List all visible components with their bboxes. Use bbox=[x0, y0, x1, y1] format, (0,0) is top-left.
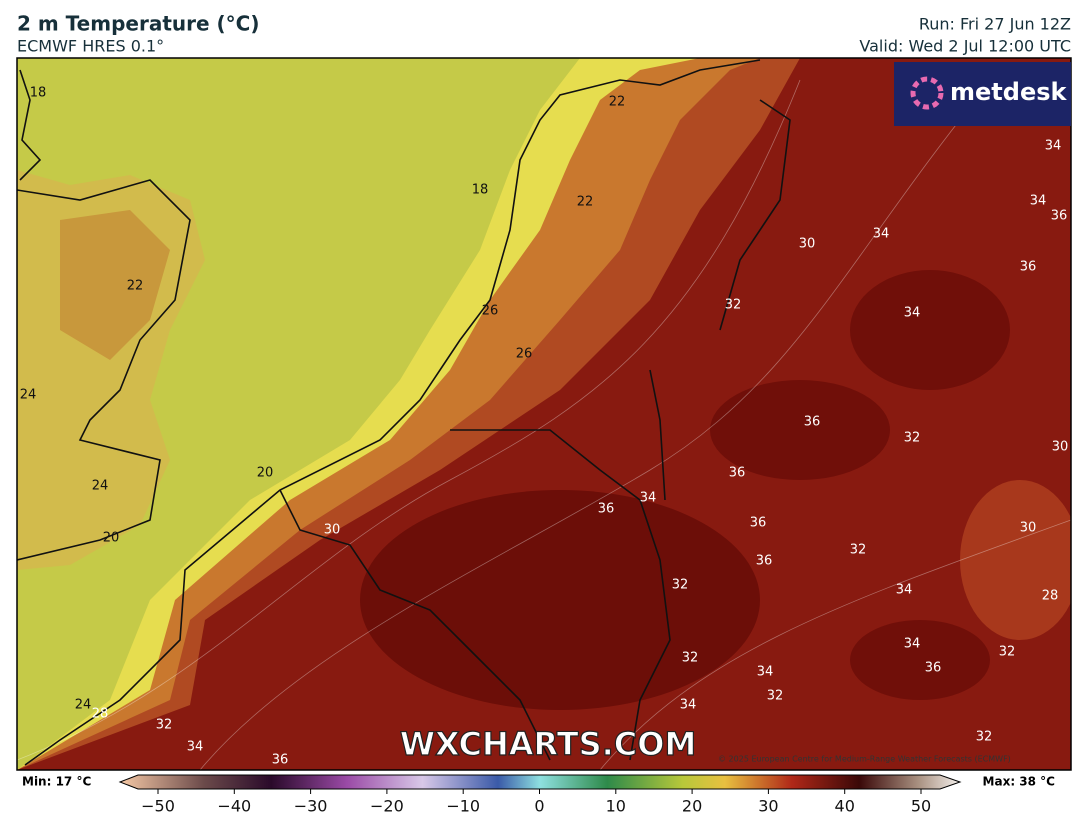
colorbar-tick-label: 50 bbox=[911, 797, 931, 816]
contour-label: 32 bbox=[767, 689, 784, 704]
contour-label: 36 bbox=[925, 661, 942, 676]
contour-label: 36 bbox=[729, 466, 746, 481]
contour-label: 36 bbox=[1020, 260, 1037, 275]
contour-label: 30 bbox=[324, 523, 341, 538]
colorbar-tick-label: −10 bbox=[446, 797, 480, 816]
colorbar-tick-label: −20 bbox=[370, 797, 404, 816]
contour-label: 24 bbox=[75, 698, 92, 713]
contour-label: 32 bbox=[999, 645, 1016, 660]
title: 2 m Temperature (°C) bbox=[17, 12, 259, 36]
colorbar-scale bbox=[118, 774, 962, 790]
contour-label: 34 bbox=[1030, 194, 1047, 209]
contour-label: 34 bbox=[680, 698, 697, 713]
colorbar-tick-label: 10 bbox=[606, 797, 626, 816]
contour-label: 22 bbox=[577, 195, 594, 210]
copyright: © 2025 European Centre for Medium-Range … bbox=[718, 755, 1011, 764]
contour-label: 22 bbox=[609, 95, 626, 110]
map bbox=[17, 58, 1071, 770]
subtitle: ECMWF HRES 0.1° bbox=[17, 37, 164, 56]
contour-label: 32 bbox=[156, 718, 173, 733]
contour-label: 22 bbox=[127, 279, 144, 294]
contour-label: 18 bbox=[472, 183, 489, 198]
contour-label: 30 bbox=[1052, 440, 1069, 455]
colorbar: Min: 17 °C Max: 38 °C bbox=[22, 774, 1056, 790]
run-time: Run: Fri 27 Jun 12Z bbox=[919, 15, 1071, 34]
contour-label: 34 bbox=[904, 637, 921, 652]
watermark: WXCHARTS.COM bbox=[400, 725, 697, 763]
contour-label: 30 bbox=[799, 237, 816, 252]
contour-label: 32 bbox=[850, 543, 867, 558]
contour-label: 36 bbox=[272, 753, 289, 768]
contour-label: 20 bbox=[103, 531, 120, 546]
contour-label: 36 bbox=[750, 516, 767, 531]
contour-label: 34 bbox=[896, 583, 913, 598]
valid-time: Valid: Wed 2 Jul 12:00 UTC bbox=[859, 37, 1071, 56]
contour-label: 36 bbox=[598, 502, 615, 517]
colorbar-tick-label: −30 bbox=[294, 797, 328, 816]
contour-label: 24 bbox=[92, 479, 109, 494]
contour-label: 32 bbox=[725, 298, 742, 313]
colorbar-tick-label: 0 bbox=[534, 797, 544, 816]
contour-label: 24 bbox=[20, 388, 37, 403]
contour-label: 36 bbox=[1051, 209, 1068, 224]
contour-label: 26 bbox=[516, 347, 533, 362]
min-label: Min: 17 °C bbox=[22, 775, 91, 789]
contour-label: 32 bbox=[672, 578, 689, 593]
contour-label: 34 bbox=[904, 306, 921, 321]
map-frame bbox=[16, 57, 1072, 771]
colorbar-tick-label: −50 bbox=[141, 797, 175, 816]
colorbar-tick-label: 40 bbox=[835, 797, 855, 816]
contour-label: 34 bbox=[640, 491, 657, 506]
contour-label: 28 bbox=[92, 707, 109, 722]
contour-label: 18 bbox=[30, 86, 47, 101]
contour-label: 36 bbox=[756, 554, 773, 569]
logo-box bbox=[894, 62, 1071, 126]
contour-label: 28 bbox=[1042, 589, 1059, 604]
contour-label: 26 bbox=[482, 304, 499, 319]
colorbar-tick-label: 20 bbox=[682, 797, 702, 816]
contour-label: 20 bbox=[257, 466, 274, 481]
contour-label: 36 bbox=[804, 415, 821, 430]
contour-label: 34 bbox=[1045, 139, 1062, 154]
colorbar-tick-label: 30 bbox=[758, 797, 778, 816]
logo-text: metdesk bbox=[950, 78, 1068, 106]
contour-label: 34 bbox=[187, 740, 204, 755]
contour-label: 34 bbox=[757, 665, 774, 680]
logo-icon bbox=[910, 76, 944, 110]
contour-label: 32 bbox=[976, 730, 993, 745]
contour-label: 34 bbox=[873, 227, 890, 242]
contour-label: 32 bbox=[682, 651, 699, 666]
colorbar-tick-label: −40 bbox=[217, 797, 251, 816]
max-label: Max: 38 °C bbox=[983, 775, 1056, 789]
contour-label: 30 bbox=[1020, 521, 1037, 536]
contour-label: 32 bbox=[904, 431, 921, 446]
